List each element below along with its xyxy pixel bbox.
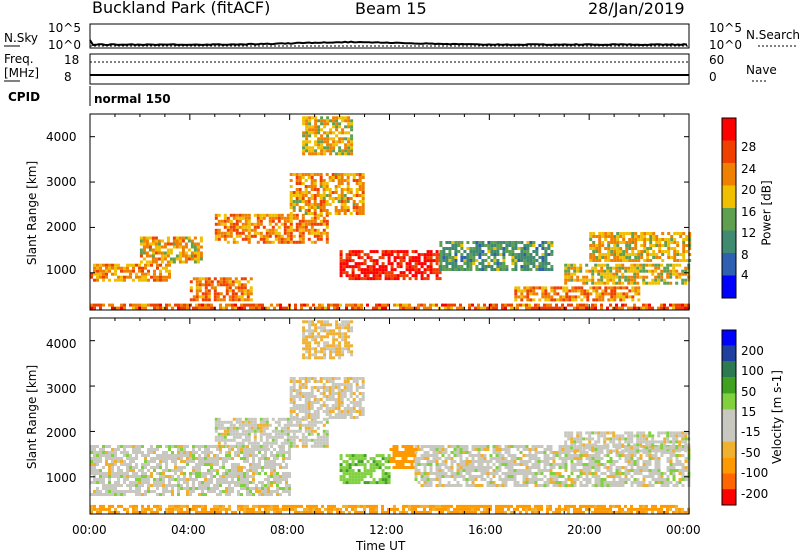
cpid-value: normal 150 bbox=[94, 92, 171, 106]
power-cb-tick-28: 28 bbox=[741, 140, 757, 154]
velocity-colorbar-segment bbox=[722, 473, 736, 490]
power-cb-label: Power [dB] bbox=[759, 180, 774, 246]
xtick-2000: 20:00 bbox=[567, 523, 602, 537]
power-colorbar-segment bbox=[722, 163, 736, 186]
nave-top-tick: 60 bbox=[709, 53, 725, 67]
power-colorbar-frame bbox=[721, 117, 737, 299]
power-cb-tick-16: 16 bbox=[741, 205, 757, 219]
velocity-colorbar-segment bbox=[722, 457, 736, 474]
power-ylabel: Slant Range [km] bbox=[25, 160, 40, 266]
nsky-trace bbox=[89, 39, 688, 47]
power-ytick-1000: 1000 bbox=[46, 263, 77, 277]
velocity-colorbar-segment bbox=[722, 409, 736, 426]
velocity-colorbar-frame bbox=[721, 329, 737, 506]
velocity-colorbar-segment bbox=[722, 489, 736, 505]
nsearch-top-tick: 10^5 bbox=[709, 21, 742, 35]
velocity-ytick-1000: 1000 bbox=[46, 471, 77, 485]
xtick-0800: 08:00 bbox=[270, 523, 305, 537]
beam-label: Beam 15 bbox=[355, 0, 427, 18]
power-data-cells bbox=[90, 116, 692, 310]
velocity-cb-label: Velocity [m s-1] bbox=[769, 370, 784, 464]
velocity-colorbar-segment bbox=[722, 361, 736, 378]
velocity-cb-tick-200: 200 bbox=[741, 344, 764, 358]
power-cb-tick-8: 8 bbox=[741, 248, 749, 262]
power-colorbar-segment bbox=[722, 118, 736, 141]
nsky-label: N.Sky bbox=[4, 31, 39, 45]
velocity-colorbar-segment bbox=[722, 441, 736, 458]
velocity-data-cells bbox=[90, 320, 691, 514]
xtick-2400: 00:00 bbox=[666, 523, 701, 537]
freq-bottom-tick: 8 bbox=[64, 70, 72, 84]
velocity-ylabel: Slant Range [km] bbox=[25, 364, 40, 470]
velocity-colorbar-segment bbox=[722, 393, 736, 410]
xtick-1200: 12:00 bbox=[369, 523, 404, 537]
velocity-ytick-3000: 3000 bbox=[46, 382, 77, 396]
nsky-strip-frame bbox=[89, 23, 690, 49]
cpid-label: CPID bbox=[8, 90, 41, 104]
velocity-cb-tick-15: 15 bbox=[741, 405, 757, 419]
nsky-bottom-tick: 10^0 bbox=[48, 38, 81, 52]
power-cb-tick-24: 24 bbox=[741, 162, 757, 176]
velocity-cb-tick-m100: -100 bbox=[741, 466, 769, 480]
nsky-top-tick: 10^5 bbox=[48, 21, 81, 35]
power-ytick-3000: 3000 bbox=[46, 175, 77, 189]
xtick-1600: 16:00 bbox=[468, 523, 503, 537]
velocity-colorbar-segment bbox=[722, 345, 736, 362]
freq-top-tick: 18 bbox=[64, 53, 80, 67]
nave-label: Nave bbox=[746, 63, 777, 77]
power-colorbar-segment bbox=[722, 140, 736, 163]
velocity-ytick-4000: 4000 bbox=[46, 337, 77, 351]
nave-bottom-tick: 0 bbox=[709, 70, 717, 84]
xtick-0000: 00:00 bbox=[72, 523, 107, 537]
power-cb-tick-4: 4 bbox=[741, 268, 749, 282]
xtick-0400: 04:00 bbox=[171, 523, 206, 537]
power-ytick-2000: 2000 bbox=[46, 220, 77, 234]
nsearch-label: N.Search bbox=[746, 28, 800, 42]
nsearch-bottom-tick: 10^0 bbox=[709, 38, 742, 52]
power-cb-tick-20: 20 bbox=[741, 183, 757, 197]
freq-label-line1: Freq. bbox=[4, 52, 34, 66]
velocity-colorbar-segment bbox=[722, 377, 736, 394]
power-colorbar-segment bbox=[722, 253, 736, 276]
velocity-cb-tick-m50: -50 bbox=[741, 446, 761, 460]
velocity-cb-tick-100: 100 bbox=[741, 364, 764, 378]
velocity-colorbar-segment bbox=[722, 425, 736, 442]
power-colorbar-segment bbox=[722, 185, 736, 208]
xlabel: Time UT bbox=[356, 539, 406, 553]
freq-strip-frame bbox=[89, 53, 690, 85]
plot-title: Buckland Park (fitACF) bbox=[92, 0, 271, 17]
power-colorbar-segment bbox=[722, 208, 736, 231]
velocity-cb-tick-m15: -15 bbox=[741, 425, 761, 439]
velocity-cb-tick-50: 50 bbox=[741, 385, 757, 399]
date-label: 28/Jan/2019 bbox=[588, 0, 685, 18]
power-cb-tick-12: 12 bbox=[741, 226, 757, 240]
power-colorbar-segment bbox=[722, 230, 736, 253]
power-colorbar-segment bbox=[722, 275, 736, 298]
velocity-ytick-2000: 2000 bbox=[46, 426, 77, 440]
freq-label-line2: [MHz] bbox=[4, 66, 40, 80]
power-ytick-4000: 4000 bbox=[46, 130, 77, 144]
velocity-cb-tick-m200: -200 bbox=[741, 487, 769, 501]
velocity-colorbar-segment bbox=[722, 330, 736, 346]
